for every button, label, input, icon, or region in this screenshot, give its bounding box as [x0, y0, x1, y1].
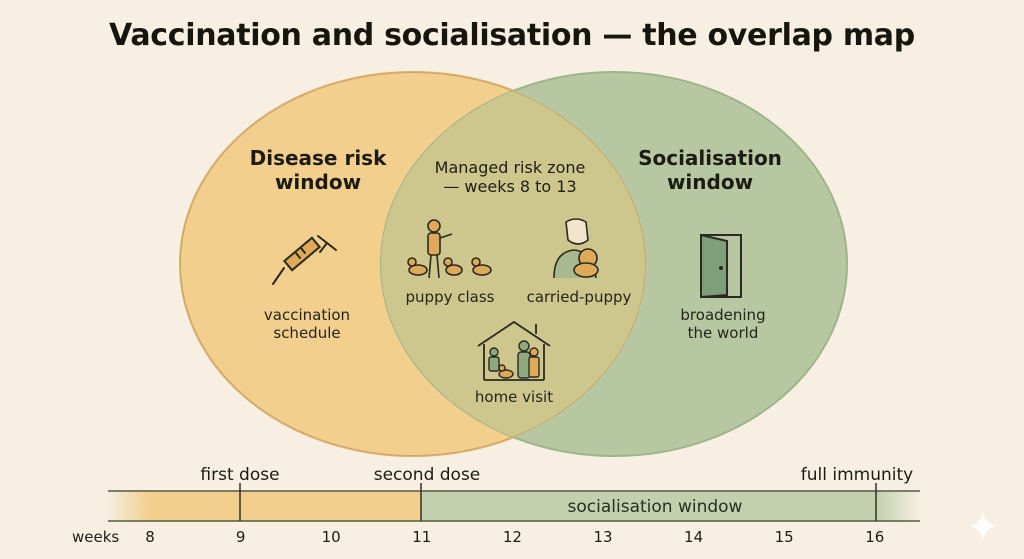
week-tick-15: 15 [774, 528, 794, 546]
broadening-the-world-label: broadening the world [680, 306, 766, 342]
disease-risk-heading: Disease risk window [249, 146, 387, 194]
risk-band [108, 491, 421, 521]
vaccination-schedule-label: vaccination schedule [263, 306, 351, 342]
socialisation-heading: Socialisation window [638, 146, 782, 194]
week-tick-9: 9 [235, 528, 246, 546]
carried-puppy-icon [553, 218, 599, 279]
week-tick-10: 10 [321, 528, 341, 546]
timeline-bar: socialisation window [108, 483, 920, 522]
carried-puppy-label: carried-puppy [526, 288, 632, 306]
week-tick-12: 12 [502, 528, 522, 546]
week-tick-13: 13 [593, 528, 613, 546]
diagram-title: Vaccination and socialisation — the over… [109, 18, 915, 53]
socialisation-band [421, 491, 876, 521]
puppy-class-icon [407, 219, 492, 279]
week-tick-11: 11 [412, 528, 432, 546]
home-visit-icon [477, 320, 551, 381]
week-tick-16: 16 [865, 528, 885, 546]
full-immunity-label: full immunity [800, 465, 914, 485]
managed-risk-heading: Managed risk zone — weeks 8 to 13 [434, 158, 586, 197]
puppy-class-label: puppy class [405, 288, 495, 306]
sparkle-icon [969, 512, 997, 540]
week-tick-14: 14 [684, 528, 704, 546]
syringe-icon [272, 235, 337, 285]
second-dose-label: second dose [373, 465, 481, 485]
weeks-axis-label: weeks [72, 528, 120, 546]
home-visit-label: home visit [474, 388, 554, 406]
first-dose-label: first dose [200, 465, 280, 485]
open-door-icon [700, 233, 742, 299]
band-label: socialisation window [568, 497, 743, 517]
week-tick-8: 8 [145, 528, 155, 546]
